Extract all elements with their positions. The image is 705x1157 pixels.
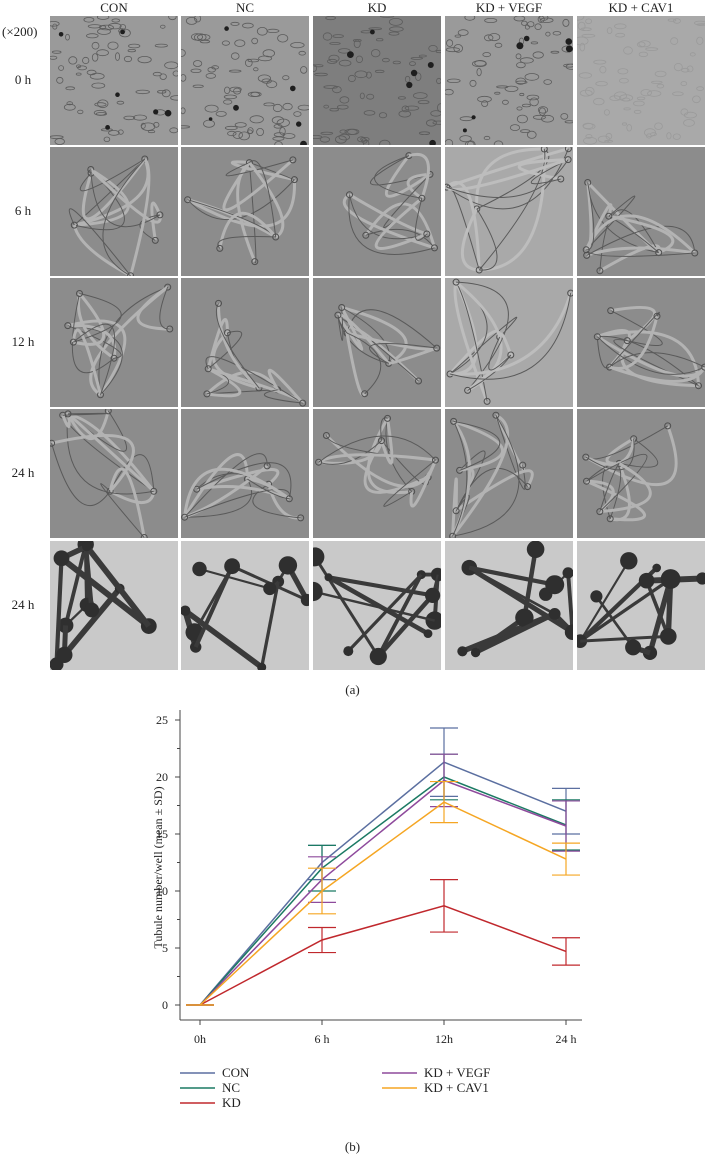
column-header-3: KD + VEGF bbox=[475, 0, 543, 15]
micrograph-r4-c0 bbox=[50, 541, 178, 670]
column-header-1: NC bbox=[235, 0, 255, 15]
x-tick-label: 12h bbox=[435, 1032, 453, 1046]
magnification-label: (×200) bbox=[2, 24, 38, 39]
y-tick-label: 15 bbox=[156, 827, 168, 841]
legend-label-1: NC bbox=[222, 1080, 240, 1095]
micrograph-r0-c4 bbox=[577, 16, 705, 145]
micrograph-r2-c1 bbox=[181, 278, 309, 407]
micrograph-r0-c0 bbox=[50, 16, 178, 145]
micrograph-r4-c3 bbox=[445, 541, 573, 670]
row-label-0: 0 h bbox=[14, 72, 32, 87]
series-line-1 bbox=[199, 776, 567, 1006]
x-tick-label: 6 h bbox=[315, 1032, 330, 1046]
micrograph-r1-c2 bbox=[313, 147, 441, 276]
y-axis-label: Tubule number/well (mean ± SD) bbox=[151, 786, 165, 948]
micrograph-r3-c3 bbox=[445, 409, 573, 538]
column-header-4: KD + CAV1 bbox=[608, 0, 674, 15]
row-label-3: 24 h bbox=[11, 465, 35, 480]
y-tick-label: 10 bbox=[156, 884, 168, 898]
legend-label-4: KD + CAV1 bbox=[424, 1080, 489, 1095]
series-line-4 bbox=[199, 801, 567, 1006]
micrograph-r3-c1 bbox=[181, 409, 309, 538]
column-header-2: KD bbox=[367, 0, 387, 15]
micrograph-r3-c0 bbox=[50, 409, 178, 538]
x-tick-label: 24 h bbox=[556, 1032, 577, 1046]
micrograph-r1-c3 bbox=[445, 147, 573, 276]
micrograph-r4-c4 bbox=[577, 541, 705, 670]
micrograph-r0-c1 bbox=[181, 16, 309, 145]
micrograph-r0-c3 bbox=[445, 16, 573, 145]
y-tick-label: 25 bbox=[156, 713, 168, 727]
column-header-0: CON bbox=[100, 0, 128, 15]
y-tick-label: 5 bbox=[162, 941, 168, 955]
caption-a: (a) bbox=[345, 682, 360, 697]
row-label-4: 24 h bbox=[11, 597, 35, 612]
micrograph-r3-c4 bbox=[577, 409, 705, 538]
micrograph-r1-c1 bbox=[181, 147, 309, 276]
series-line-0 bbox=[199, 761, 567, 1006]
legend-label-0: CON bbox=[222, 1065, 250, 1080]
micrograph-r2-c3 bbox=[445, 278, 573, 407]
series-line-3 bbox=[199, 779, 567, 1006]
micrograph-r1-c4 bbox=[577, 147, 705, 276]
y-tick-label: 0 bbox=[162, 998, 168, 1012]
series-line-2 bbox=[199, 905, 567, 1006]
row-label-2: 12 h bbox=[11, 334, 35, 349]
y-tick-label: 20 bbox=[156, 770, 168, 784]
legend-label-2: KD bbox=[222, 1095, 241, 1110]
micrograph-r0-c2 bbox=[313, 16, 441, 145]
legend-label-3: KD + VEGF bbox=[424, 1065, 490, 1080]
micrograph-r4-c1 bbox=[181, 541, 309, 670]
caption-b: (b) bbox=[344, 1139, 361, 1154]
x-tick-label: 0h bbox=[194, 1032, 206, 1046]
row-label-1: 6 h bbox=[14, 203, 32, 218]
micrograph-r3-c2 bbox=[313, 409, 441, 538]
micrograph-r2-c2 bbox=[313, 278, 441, 407]
micrograph-r2-c4 bbox=[577, 278, 705, 407]
micrograph-r1-c0 bbox=[50, 147, 178, 276]
micrograph-r4-c2 bbox=[313, 541, 441, 670]
micrograph-r2-c0 bbox=[50, 278, 178, 407]
